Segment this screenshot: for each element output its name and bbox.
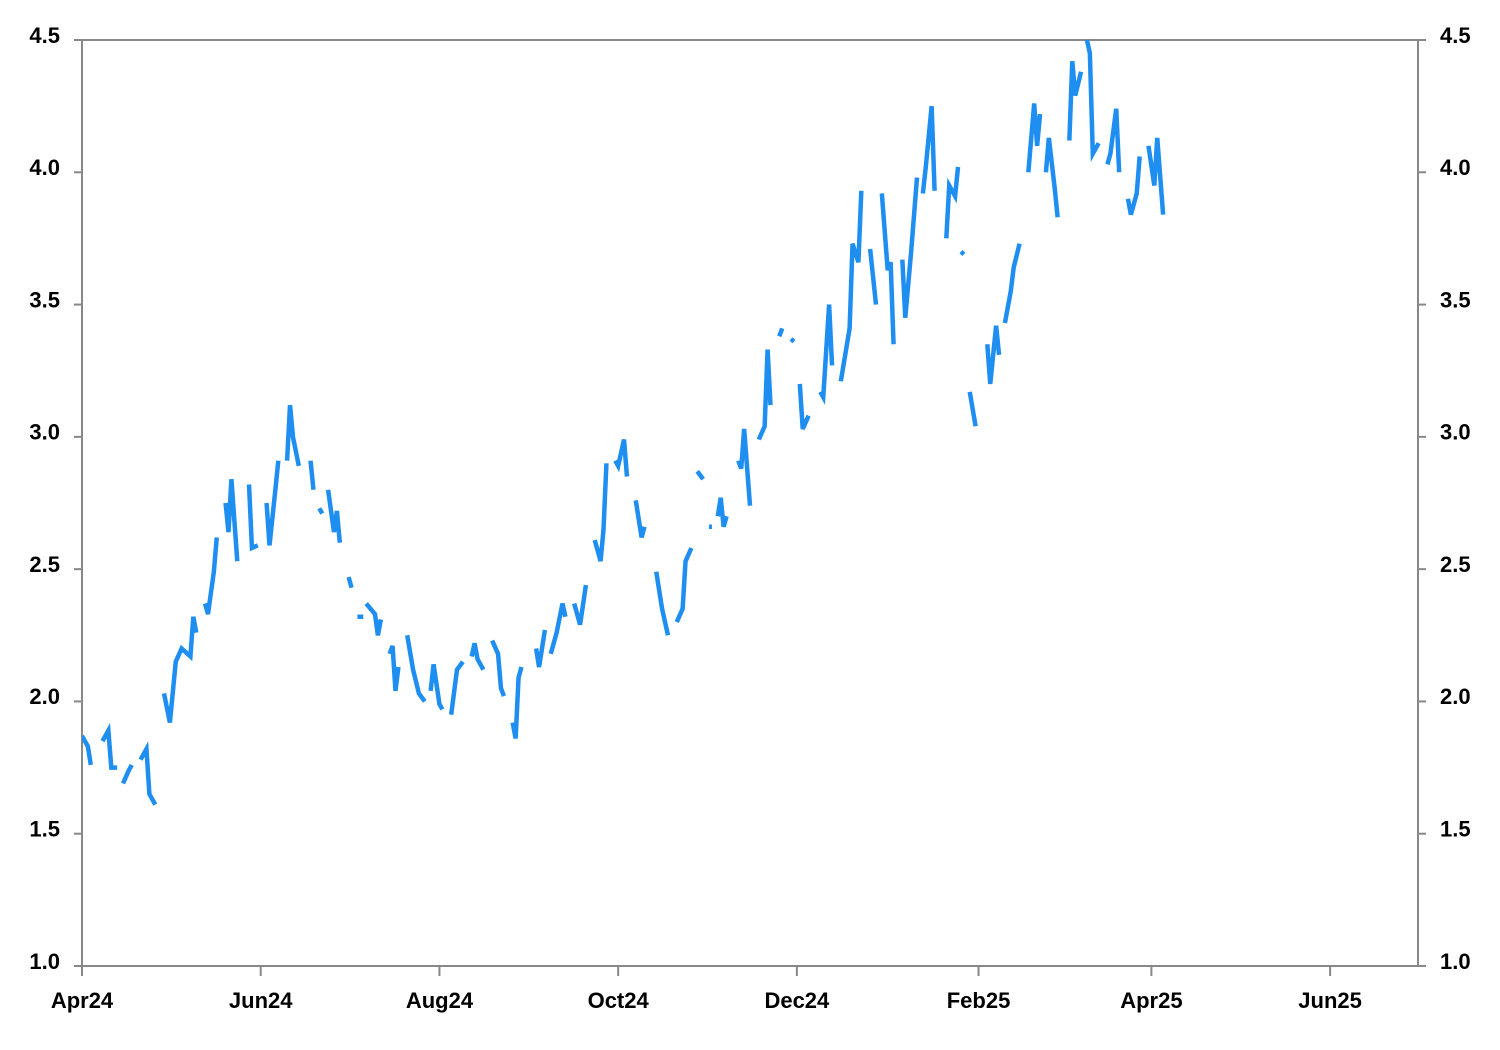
plot-frame bbox=[81, 39, 1419, 967]
y2-tick-label: 2.0 bbox=[1440, 684, 1471, 709]
y2-tick-label: 4.0 bbox=[1440, 155, 1471, 180]
line-series bbox=[82, 39, 1166, 806]
y-tick-label: 1.5 bbox=[29, 817, 60, 842]
y-tick-label: 2.5 bbox=[29, 552, 60, 577]
y-tick-label: 1.0 bbox=[29, 949, 60, 974]
y2-tick-label: 4.5 bbox=[1440, 23, 1471, 48]
y-tick-label: 2.0 bbox=[29, 684, 60, 709]
x-tick-label: Oct24 bbox=[588, 988, 650, 1013]
x-tick-label: Jun25 bbox=[1298, 988, 1362, 1013]
y-tick-label: 4.5 bbox=[29, 23, 60, 48]
x-tick-label: Jun24 bbox=[229, 988, 293, 1013]
x-tick-label: Aug24 bbox=[406, 988, 474, 1013]
x-tick-label: Dec24 bbox=[764, 988, 830, 1013]
x-tick-label: Apr25 bbox=[1120, 988, 1182, 1013]
x-tick-label: Feb25 bbox=[947, 988, 1011, 1013]
y2-tick-label: 2.5 bbox=[1440, 552, 1471, 577]
x-tick-label: Apr24 bbox=[51, 988, 114, 1013]
y2-tick-label: 3.5 bbox=[1440, 287, 1471, 312]
y-tick-label: 3.0 bbox=[29, 420, 60, 445]
y2-tick-label: 1.5 bbox=[1440, 817, 1471, 842]
y-tick-label: 4.0 bbox=[29, 155, 60, 180]
y2-tick-label: 1.0 bbox=[1440, 949, 1471, 974]
y-tick-label: 3.5 bbox=[29, 287, 60, 312]
y2-tick-label: 3.0 bbox=[1440, 420, 1471, 445]
